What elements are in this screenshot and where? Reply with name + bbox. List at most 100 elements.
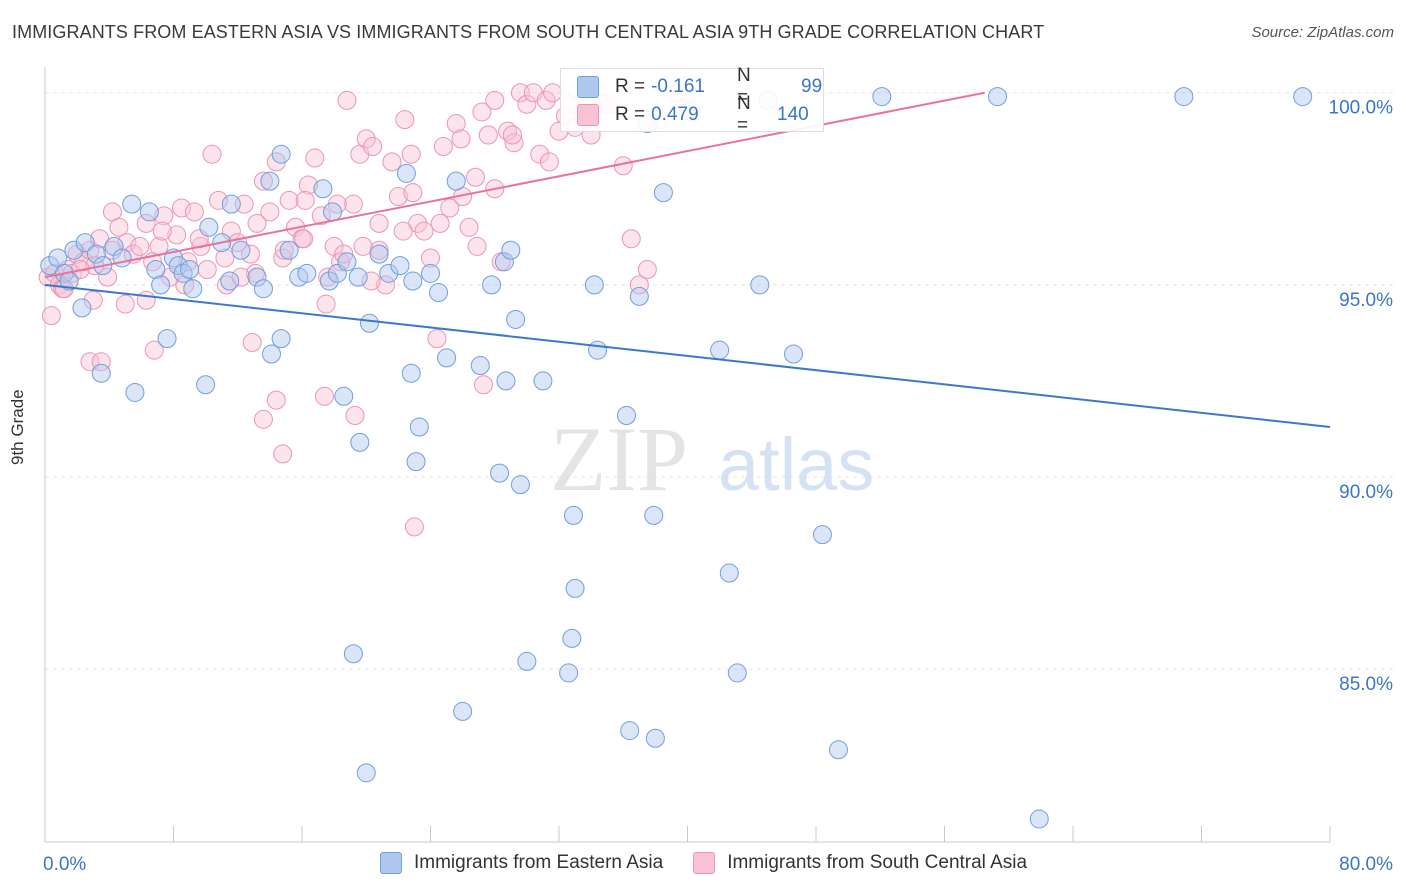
- data-point: [86, 244, 106, 264]
- data-point: [136, 290, 156, 310]
- data-point: [1293, 87, 1313, 107]
- data-point: [247, 267, 267, 287]
- data-point: [467, 236, 487, 256]
- trend-lines: [44, 91, 1331, 429]
- data-point: [472, 102, 492, 122]
- data-point: [157, 329, 177, 349]
- data-point: [1174, 87, 1194, 107]
- data-point: [305, 148, 325, 168]
- data-point: [242, 332, 262, 352]
- data-point: [637, 259, 657, 279]
- data-point: [130, 236, 150, 256]
- data-point: [139, 202, 159, 222]
- data-point: [343, 194, 363, 214]
- data-point: [369, 213, 389, 233]
- data-point: [584, 275, 604, 295]
- data-point: [297, 263, 317, 283]
- data-point: [180, 259, 200, 279]
- data-point: [543, 83, 563, 103]
- data-point: [279, 240, 299, 260]
- data-point: [98, 267, 118, 287]
- data-point: [872, 87, 892, 107]
- source-label: Source: ZipAtlas.com: [1251, 24, 1394, 41]
- axes: [44, 67, 1331, 843]
- data-point: [231, 267, 251, 287]
- data-point: [319, 271, 339, 291]
- data-point: [261, 344, 281, 364]
- data-point: [294, 229, 314, 249]
- data-point: [109, 217, 129, 237]
- data-point: [812, 525, 832, 545]
- data-point: [122, 194, 142, 214]
- data-point: [152, 221, 172, 241]
- data-point: [409, 417, 429, 437]
- data-point: [337, 252, 357, 272]
- data-point: [314, 386, 334, 406]
- data-point: [506, 309, 526, 329]
- watermark-zip: ZIP: [550, 408, 688, 510]
- data-point: [196, 375, 216, 395]
- legend-swatch-blue: [380, 852, 402, 874]
- data-point: [382, 152, 402, 172]
- data-point: [559, 663, 579, 683]
- data-point: [784, 344, 804, 364]
- data-point: [115, 294, 135, 314]
- data-point: [183, 279, 203, 299]
- data-point: [220, 271, 240, 291]
- data-point: [172, 198, 192, 218]
- data-point: [719, 563, 739, 583]
- data-point: [429, 283, 449, 303]
- data-point: [274, 240, 294, 260]
- legend-item-eastern-asia[interactable]: Immigrants from Eastern Asia: [380, 852, 663, 874]
- data-point: [146, 259, 166, 279]
- data-point: [241, 244, 261, 264]
- data-point: [178, 252, 198, 272]
- data-point: [343, 644, 363, 664]
- data-point: [644, 505, 664, 525]
- data-point: [404, 517, 424, 537]
- data-point: [510, 475, 530, 495]
- data-point: [474, 375, 494, 395]
- data-point: [533, 371, 553, 391]
- data-point: [565, 578, 585, 598]
- watermark: ZIP atlas: [550, 408, 874, 510]
- trend-line: [44, 283, 1331, 429]
- data-point: [828, 740, 848, 760]
- data-point: [197, 259, 217, 279]
- data-point: [356, 129, 376, 149]
- data-point: [446, 171, 466, 191]
- data-point: [710, 340, 730, 360]
- data-point: [41, 306, 61, 326]
- data-point: [988, 87, 1008, 107]
- data-point: [504, 133, 524, 153]
- data-point: [478, 125, 498, 145]
- x-tick-labels: 0.0% 80.0%: [43, 854, 1393, 875]
- data-point: [363, 137, 383, 157]
- data-point: [750, 275, 770, 295]
- data-point: [482, 275, 502, 295]
- data-point: [451, 129, 471, 149]
- data-point: [430, 213, 450, 233]
- data-point: [536, 90, 556, 110]
- stats-n-label: N =: [737, 93, 751, 136]
- stats-r-value: -0.161: [651, 76, 705, 97]
- data-point: [323, 202, 343, 222]
- stats-n-label: N =: [737, 65, 751, 108]
- legend-item-south-central-asia[interactable]: Immigrants from South Central Asia: [693, 852, 1027, 874]
- data-point: [379, 263, 399, 283]
- stats-row-eastern-asia: R = -0.161 N = 99: [577, 65, 822, 108]
- data-point: [421, 263, 440, 283]
- data-point: [401, 363, 421, 383]
- data-point: [361, 271, 381, 291]
- data-point: [427, 329, 447, 349]
- stats-row-south-central-asia: R = 0.479 N = 140: [577, 93, 809, 136]
- data-point: [334, 386, 354, 406]
- data-point: [629, 286, 649, 306]
- legend-label: Immigrants from Eastern Asia: [414, 852, 664, 873]
- y-tick-label: 95.0%: [1339, 290, 1393, 311]
- data-point: [260, 171, 280, 191]
- data-point: [359, 313, 379, 333]
- data-point: [393, 221, 413, 241]
- data-point: [369, 244, 389, 264]
